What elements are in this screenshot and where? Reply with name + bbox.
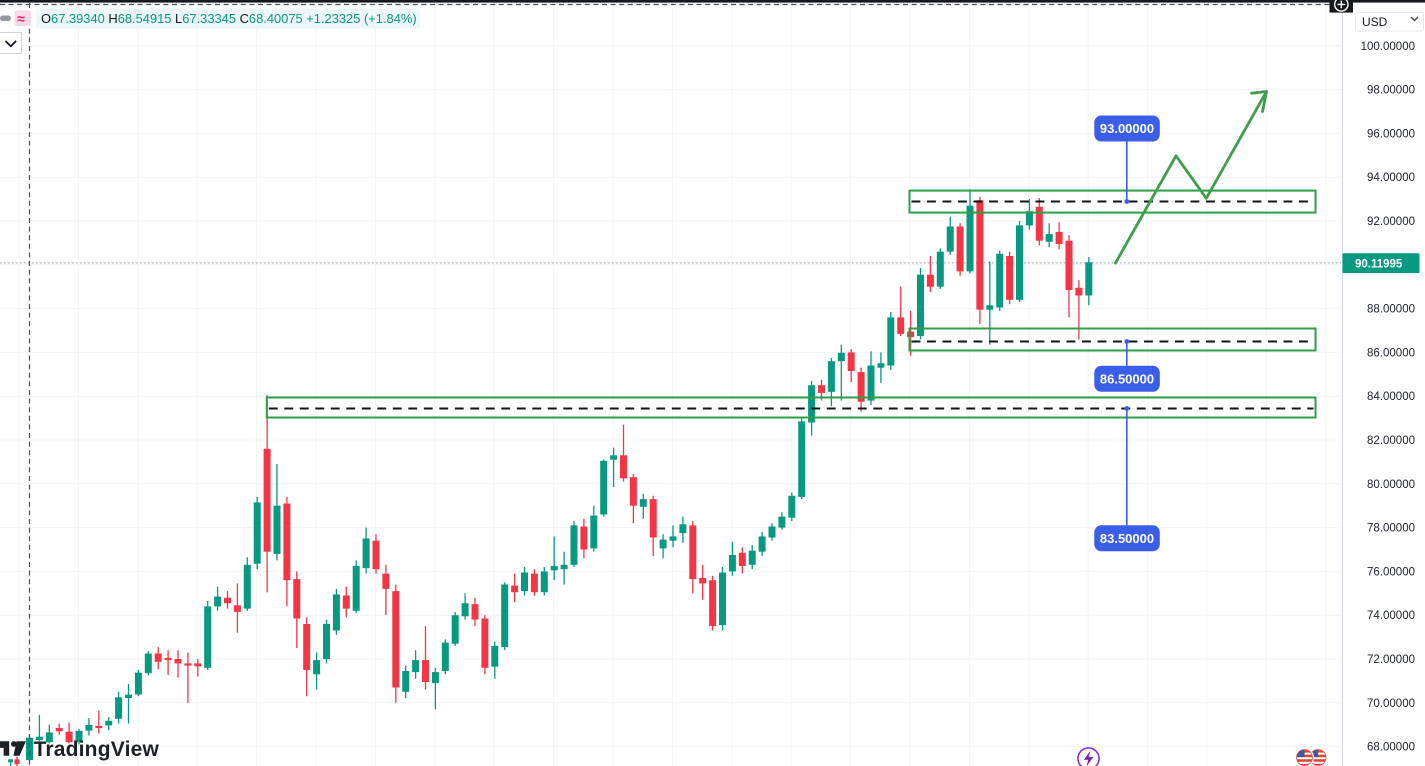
svg-text:86.50000: 86.50000 [1100,371,1154,386]
svg-text:TradingView: TradingView [34,738,160,761]
svg-text:83.50000: 83.50000 [1100,531,1154,546]
svg-text:94.00000: 94.00000 [1367,172,1415,184]
svg-text:82.00000: 82.00000 [1367,435,1415,447]
svg-text:78.00000: 78.00000 [1367,523,1415,535]
svg-text:74.00000: 74.00000 [1367,610,1415,622]
svg-text:96.00000: 96.00000 [1367,128,1415,140]
svg-text:72.00000: 72.00000 [1367,654,1415,666]
svg-text:76.00000: 76.00000 [1367,566,1415,578]
svg-text:88.00000: 88.00000 [1367,304,1415,316]
svg-text:USD: USD [1362,15,1388,29]
svg-text:86.00000: 86.00000 [1367,347,1415,359]
svg-text:68.00000: 68.00000 [1367,742,1415,754]
svg-text:84.00000: 84.00000 [1367,391,1415,403]
svg-text:70.00000: 70.00000 [1367,698,1415,710]
svg-text:98.00000: 98.00000 [1367,85,1415,97]
svg-text:92.00000: 92.00000 [1367,216,1415,228]
svg-text:80.00000: 80.00000 [1367,479,1415,491]
svg-text:90.11995: 90.11995 [1355,259,1403,271]
svg-text:93.00000: 93.00000 [1100,121,1154,136]
svg-text:100.00000: 100.00000 [1361,41,1415,53]
svg-text:O67.39340 H68.54915 L67.33345: O67.39340 H68.54915 L67.33345 C68.40075 … [41,11,417,26]
svg-text:≈: ≈ [17,11,25,27]
